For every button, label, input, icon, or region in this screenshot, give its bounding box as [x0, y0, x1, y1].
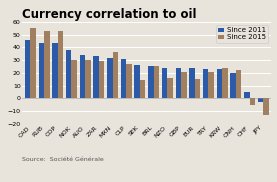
Bar	[107, 58, 112, 98]
Bar	[230, 73, 236, 98]
Bar	[121, 59, 126, 98]
Bar	[154, 66, 159, 98]
Bar	[112, 52, 118, 98]
Text: Currency correlation to oil: Currency correlation to oil	[22, 8, 197, 21]
Bar	[209, 72, 214, 98]
Legend: Since 2011, Since 2015: Since 2011, Since 2015	[216, 25, 268, 43]
Bar	[25, 40, 30, 98]
Bar	[244, 92, 250, 98]
Bar	[236, 70, 241, 98]
Bar	[263, 98, 269, 115]
Bar	[126, 64, 132, 98]
Bar	[222, 68, 228, 98]
Bar	[85, 60, 91, 98]
Bar	[258, 98, 263, 102]
Bar	[181, 72, 186, 98]
Bar	[93, 56, 99, 98]
Bar	[134, 65, 140, 98]
Bar	[162, 68, 167, 98]
Bar	[189, 68, 195, 98]
Bar	[71, 60, 77, 98]
Bar	[99, 61, 104, 98]
Bar	[195, 79, 200, 98]
Bar	[39, 43, 44, 98]
Bar	[148, 66, 154, 98]
Bar	[176, 68, 181, 98]
Bar	[80, 55, 85, 98]
Bar	[167, 78, 173, 98]
Bar	[52, 43, 58, 98]
Bar	[217, 69, 222, 98]
Bar	[66, 50, 71, 98]
Bar	[58, 31, 63, 98]
Bar	[250, 98, 255, 105]
Bar	[140, 80, 145, 98]
Bar	[203, 69, 209, 98]
Bar	[44, 31, 50, 98]
Bar	[30, 28, 36, 98]
Text: Source:  Société Générale: Source: Société Générale	[22, 157, 104, 163]
